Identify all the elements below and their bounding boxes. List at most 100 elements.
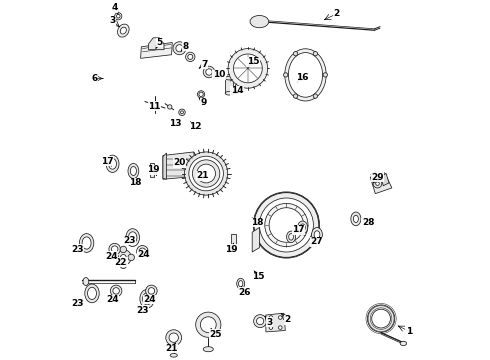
Ellipse shape bbox=[126, 229, 140, 247]
Bar bbox=[231, 234, 236, 247]
Circle shape bbox=[206, 69, 212, 75]
Polygon shape bbox=[141, 42, 172, 58]
Circle shape bbox=[193, 160, 220, 187]
Text: 12: 12 bbox=[189, 122, 201, 131]
Ellipse shape bbox=[250, 15, 269, 28]
Circle shape bbox=[128, 254, 134, 261]
Ellipse shape bbox=[312, 228, 322, 242]
Polygon shape bbox=[381, 174, 389, 186]
Text: 29: 29 bbox=[371, 173, 384, 182]
Ellipse shape bbox=[314, 231, 320, 239]
Text: 17: 17 bbox=[101, 157, 114, 166]
Ellipse shape bbox=[109, 158, 117, 169]
Circle shape bbox=[109, 243, 121, 255]
Circle shape bbox=[199, 92, 203, 96]
Circle shape bbox=[168, 105, 172, 109]
Ellipse shape bbox=[289, 234, 294, 240]
Text: 23: 23 bbox=[72, 299, 84, 307]
Ellipse shape bbox=[300, 224, 305, 231]
Circle shape bbox=[188, 54, 193, 59]
Polygon shape bbox=[266, 313, 285, 332]
Text: 24: 24 bbox=[106, 295, 119, 304]
Circle shape bbox=[233, 54, 262, 83]
Ellipse shape bbox=[170, 354, 177, 357]
Text: 24: 24 bbox=[143, 295, 156, 304]
Circle shape bbox=[200, 317, 216, 333]
Circle shape bbox=[294, 51, 298, 56]
Text: 21: 21 bbox=[165, 344, 177, 353]
Ellipse shape bbox=[289, 53, 322, 97]
Polygon shape bbox=[252, 228, 259, 252]
Circle shape bbox=[196, 312, 221, 337]
Ellipse shape bbox=[120, 27, 126, 34]
Text: 10: 10 bbox=[213, 71, 225, 80]
Circle shape bbox=[294, 94, 298, 98]
Circle shape bbox=[197, 164, 216, 183]
Circle shape bbox=[197, 91, 205, 98]
Polygon shape bbox=[370, 173, 392, 194]
Circle shape bbox=[116, 249, 131, 265]
Ellipse shape bbox=[128, 163, 139, 179]
Text: 15: 15 bbox=[246, 57, 259, 66]
Text: 5: 5 bbox=[156, 38, 163, 47]
Polygon shape bbox=[148, 38, 164, 50]
Circle shape bbox=[185, 152, 228, 195]
Text: 3: 3 bbox=[109, 17, 116, 26]
Circle shape bbox=[111, 246, 118, 252]
Text: 26: 26 bbox=[238, 288, 250, 297]
Circle shape bbox=[152, 102, 158, 107]
Ellipse shape bbox=[143, 293, 151, 305]
Text: 24: 24 bbox=[137, 251, 150, 259]
Circle shape bbox=[278, 316, 282, 319]
Text: 18: 18 bbox=[129, 179, 142, 188]
Text: 9: 9 bbox=[200, 98, 207, 107]
Circle shape bbox=[179, 109, 185, 116]
Ellipse shape bbox=[140, 289, 154, 308]
Text: 23: 23 bbox=[72, 245, 84, 253]
Text: 16: 16 bbox=[295, 73, 308, 82]
Text: 27: 27 bbox=[310, 238, 322, 247]
Text: 13: 13 bbox=[169, 119, 181, 128]
Ellipse shape bbox=[225, 91, 233, 95]
Ellipse shape bbox=[203, 347, 213, 352]
Ellipse shape bbox=[225, 76, 233, 80]
Text: 28: 28 bbox=[362, 218, 374, 227]
Circle shape bbox=[146, 285, 157, 297]
Ellipse shape bbox=[128, 232, 137, 243]
Ellipse shape bbox=[287, 231, 295, 243]
Ellipse shape bbox=[82, 237, 91, 249]
Bar bbox=[225, 78, 233, 93]
Text: 11: 11 bbox=[148, 102, 161, 111]
Circle shape bbox=[139, 248, 146, 255]
Text: 8: 8 bbox=[182, 42, 189, 51]
Circle shape bbox=[148, 288, 155, 294]
Circle shape bbox=[313, 51, 318, 56]
Circle shape bbox=[372, 309, 391, 328]
Ellipse shape bbox=[88, 287, 97, 300]
Text: 14: 14 bbox=[231, 86, 244, 95]
Ellipse shape bbox=[400, 341, 407, 346]
Circle shape bbox=[323, 73, 327, 77]
Polygon shape bbox=[163, 153, 167, 179]
Circle shape bbox=[228, 49, 268, 88]
Polygon shape bbox=[163, 152, 196, 179]
Circle shape bbox=[259, 198, 314, 252]
Text: 1: 1 bbox=[406, 327, 412, 336]
Circle shape bbox=[269, 326, 273, 329]
Text: 19: 19 bbox=[147, 166, 160, 175]
Circle shape bbox=[117, 14, 120, 18]
Circle shape bbox=[110, 285, 122, 297]
Circle shape bbox=[186, 52, 195, 62]
Text: 23: 23 bbox=[123, 236, 135, 245]
Circle shape bbox=[176, 45, 183, 52]
Circle shape bbox=[373, 179, 382, 188]
Ellipse shape bbox=[83, 278, 89, 285]
Circle shape bbox=[284, 73, 288, 77]
Text: 2: 2 bbox=[284, 315, 291, 324]
Text: 22: 22 bbox=[115, 258, 127, 266]
Text: 6: 6 bbox=[92, 74, 98, 83]
Circle shape bbox=[269, 316, 273, 319]
Ellipse shape bbox=[130, 166, 136, 176]
Circle shape bbox=[112, 254, 119, 261]
Text: 17: 17 bbox=[292, 225, 305, 234]
